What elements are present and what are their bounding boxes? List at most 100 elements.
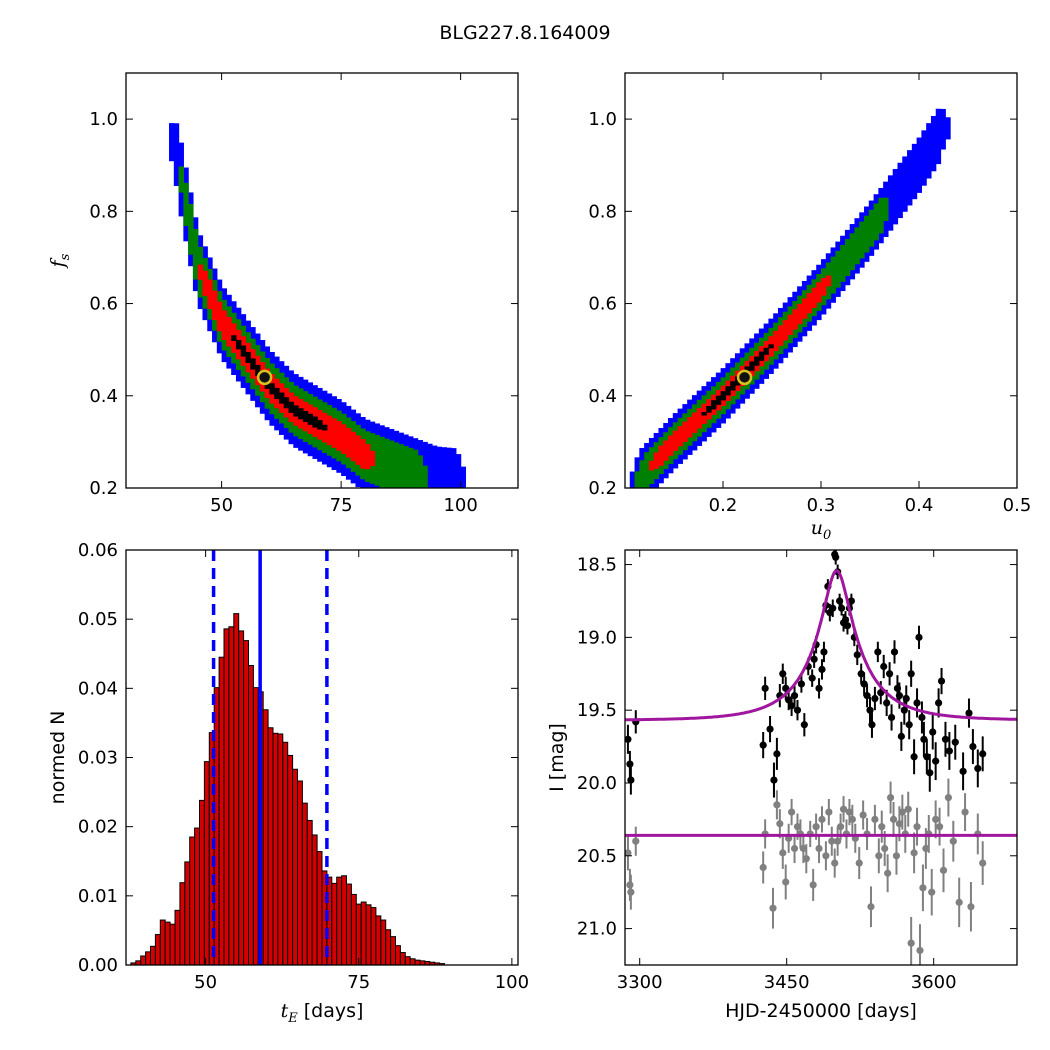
heatmap-cell [648,460,655,471]
histogram-bar [395,945,401,966]
heatmap-cell [216,301,223,332]
heatmap-cell [169,123,175,162]
heatmap-cell [907,150,913,206]
data-point [886,670,894,678]
data-point [829,604,837,612]
heatmap-cell [887,175,894,231]
data-point [944,793,953,802]
x-tick-label: 100 [495,972,529,993]
data-point [961,808,969,816]
heatmap-cell [235,339,242,350]
x-axis-label: u0 [811,517,832,543]
data-point [860,680,868,688]
data-point [837,823,845,831]
heatmap-cell [806,293,813,314]
data-point [839,805,848,813]
series-dataset-1 [625,550,987,798]
histogram-bar [409,958,416,966]
histogram-bar [336,876,343,966]
histogram-bar [316,851,323,966]
data-point [880,662,888,671]
data-point [898,808,906,816]
data-point [822,852,830,860]
data-point [818,815,826,823]
heatmap-cell [663,440,669,461]
histogram-bar [145,951,152,966]
heatmap-cell [830,256,836,294]
heatmap-cell [255,364,261,376]
data-point [951,738,959,746]
data-point [848,815,856,823]
data-point [878,823,886,831]
heatmap-cell [374,434,380,486]
heatmap-cell [355,435,361,465]
data-point [932,815,940,823]
heatmap-cell [393,442,400,488]
y-axis-label: fs [47,253,73,269]
data-point [782,684,790,692]
data-point [790,692,799,700]
data-point [949,837,957,845]
y-tick-label: 0.04 [78,678,118,699]
histogram-bar [277,733,284,966]
data-point [965,709,973,717]
y-tick-label: 0.02 [78,817,118,838]
data-point [773,750,781,758]
histogram-bar [272,732,279,966]
y-axis-label: I [mag] [546,723,568,792]
y-tick-label: 0.6 [89,294,118,315]
histogram-bar [404,956,411,966]
histogram-bar [346,883,352,966]
y-tick-label: 0.2 [588,478,617,499]
y-axis-label: normed N [47,711,69,805]
data-point [828,837,836,845]
data-point [627,776,635,784]
heatmap-cell [921,130,927,186]
y-tick-label: 0.6 [588,294,617,315]
heatmap-cell [682,421,688,442]
heatmap-cell [317,420,323,430]
heatmap-cell [897,162,903,219]
heatmap-cell [422,465,428,488]
y-tick-label: 19.5 [577,700,617,721]
tE-histogram-panel: 50 75 100 0.00 0.01 0.02 0.03 0.04 0.05 0.06 tE [d… [47,540,529,1026]
histogram-bar [228,626,235,966]
data-point [918,713,926,722]
x-tick-label: 3600 [911,972,957,993]
y-tick-label: 0.00 [78,955,118,976]
histogram-bar [341,875,348,966]
data-point [955,898,963,906]
data-point [855,859,863,867]
light-curve-panel: 3300 3450 3600 18.5 19.0 19.5 20.0 20.5 21.0 HJD-… [546,549,1018,1022]
heatmap-cell [398,444,404,488]
heatmap-cell [455,454,462,488]
data-point [905,721,913,729]
data-point [790,844,799,853]
histogram-bar [179,882,186,966]
data-point [969,742,977,751]
histogram-bar [184,861,191,966]
data-point [941,735,950,743]
heatmap-cell [417,455,423,488]
heatmap-cell [749,361,755,371]
x-tick-label: 50 [194,972,217,993]
data-point [863,692,871,700]
data-point [847,597,855,605]
data-point [776,820,784,828]
heatmap-cell [926,123,932,179]
data-point [837,604,846,612]
heatmap-cell [644,452,650,488]
histogram-bar [150,945,156,966]
heatmap-cell [825,275,832,287]
heatmap-cell [240,345,247,357]
heatmap-cell [763,347,770,355]
data-point [779,670,787,678]
heatmap-cell [427,443,433,488]
histogram-bar [350,893,357,966]
data-point [857,670,865,678]
data-point [874,648,882,656]
histogram-bar [154,934,161,966]
y-tick-label: 0.2 [89,478,118,499]
data-point [974,764,982,773]
heatmap-cell [854,227,860,265]
